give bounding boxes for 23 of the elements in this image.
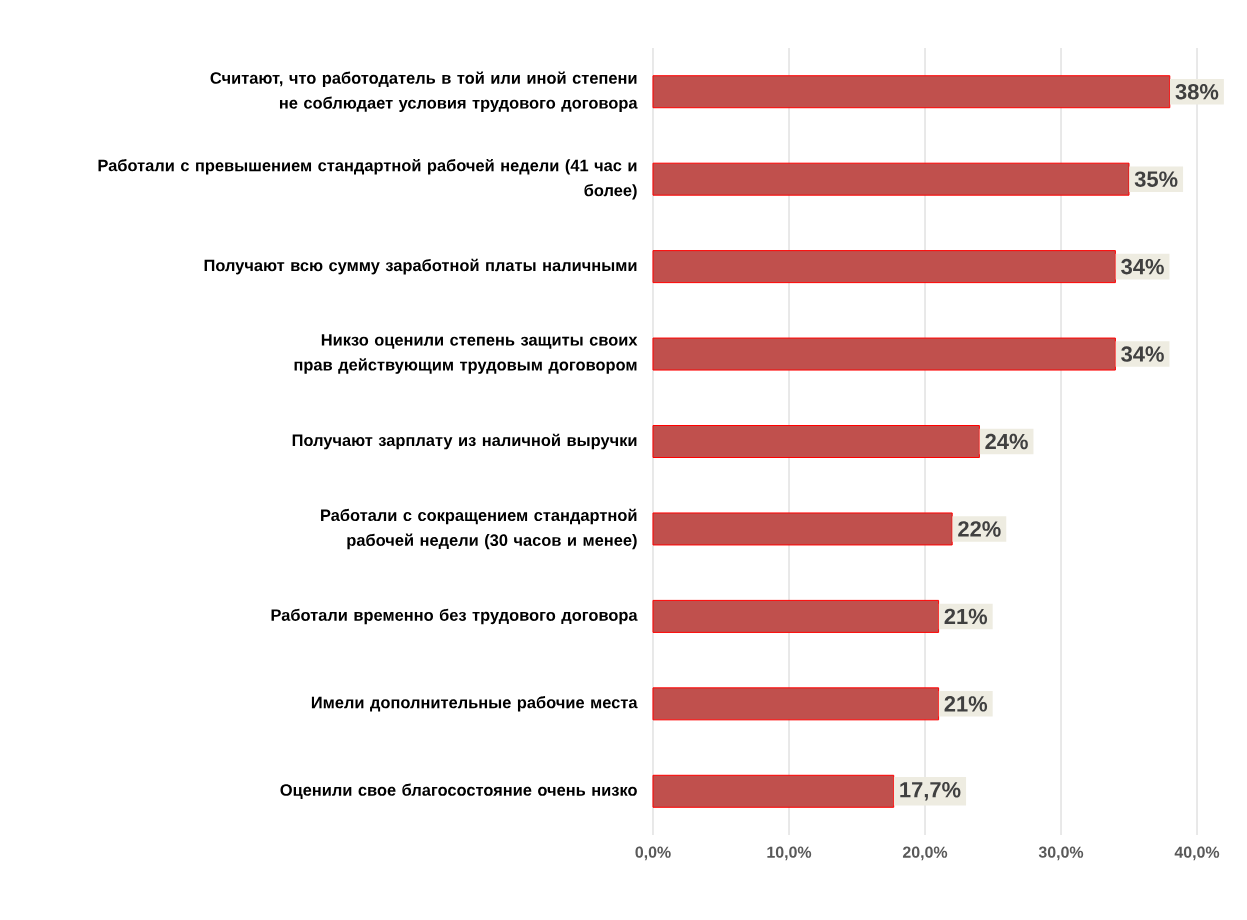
data-label: 34%	[1121, 258, 1164, 275]
data-label: 38%	[1175, 83, 1219, 100]
x-tick-label: 20,0%	[902, 846, 948, 861]
data-label: 21%	[944, 696, 988, 712]
x-tick-label: 0,0%	[635, 846, 671, 861]
x-tick-label: 30,0%	[1038, 846, 1084, 861]
y-tick-label: Работали с сокращением стандартной рабочей недели (30 часов и менее)	[321, 508, 637, 550]
y-tick-label: Получают зарплату из наличной выручки	[292, 433, 637, 450]
y-tick-label: Работали с превышением стандартной рабочей недели (41 час и более)	[98, 158, 637, 200]
y-tick-label: Считают, что работодатель в той или иной степени не соблюдает условия трудового договора	[210, 71, 638, 112]
y-tick-label: Работали временно без трудового договора	[271, 608, 638, 625]
y-tick-label: Никзо оценили степень защиты своих прав действующим трудовым договором	[294, 334, 638, 374]
data-label: 17,7%	[900, 781, 961, 801]
x-tick-label: 40,0%	[1174, 846, 1220, 861]
data-label: 35%	[1134, 171, 1178, 187]
y-tick-label: Получают всю сумму заработной платы наличными	[204, 258, 637, 275]
data-label: 24%	[985, 433, 1028, 450]
data-label: 22%	[958, 521, 1001, 537]
x-tick-label: 10,0%	[767, 846, 812, 861]
y-tick-label: Оценили свое благосостояние очень низко	[280, 783, 637, 799]
data-label: 21%	[944, 608, 988, 625]
data-label: 34%	[1121, 346, 1164, 362]
y-tick-label: Имели дополнительные рабочие места	[311, 696, 638, 712]
